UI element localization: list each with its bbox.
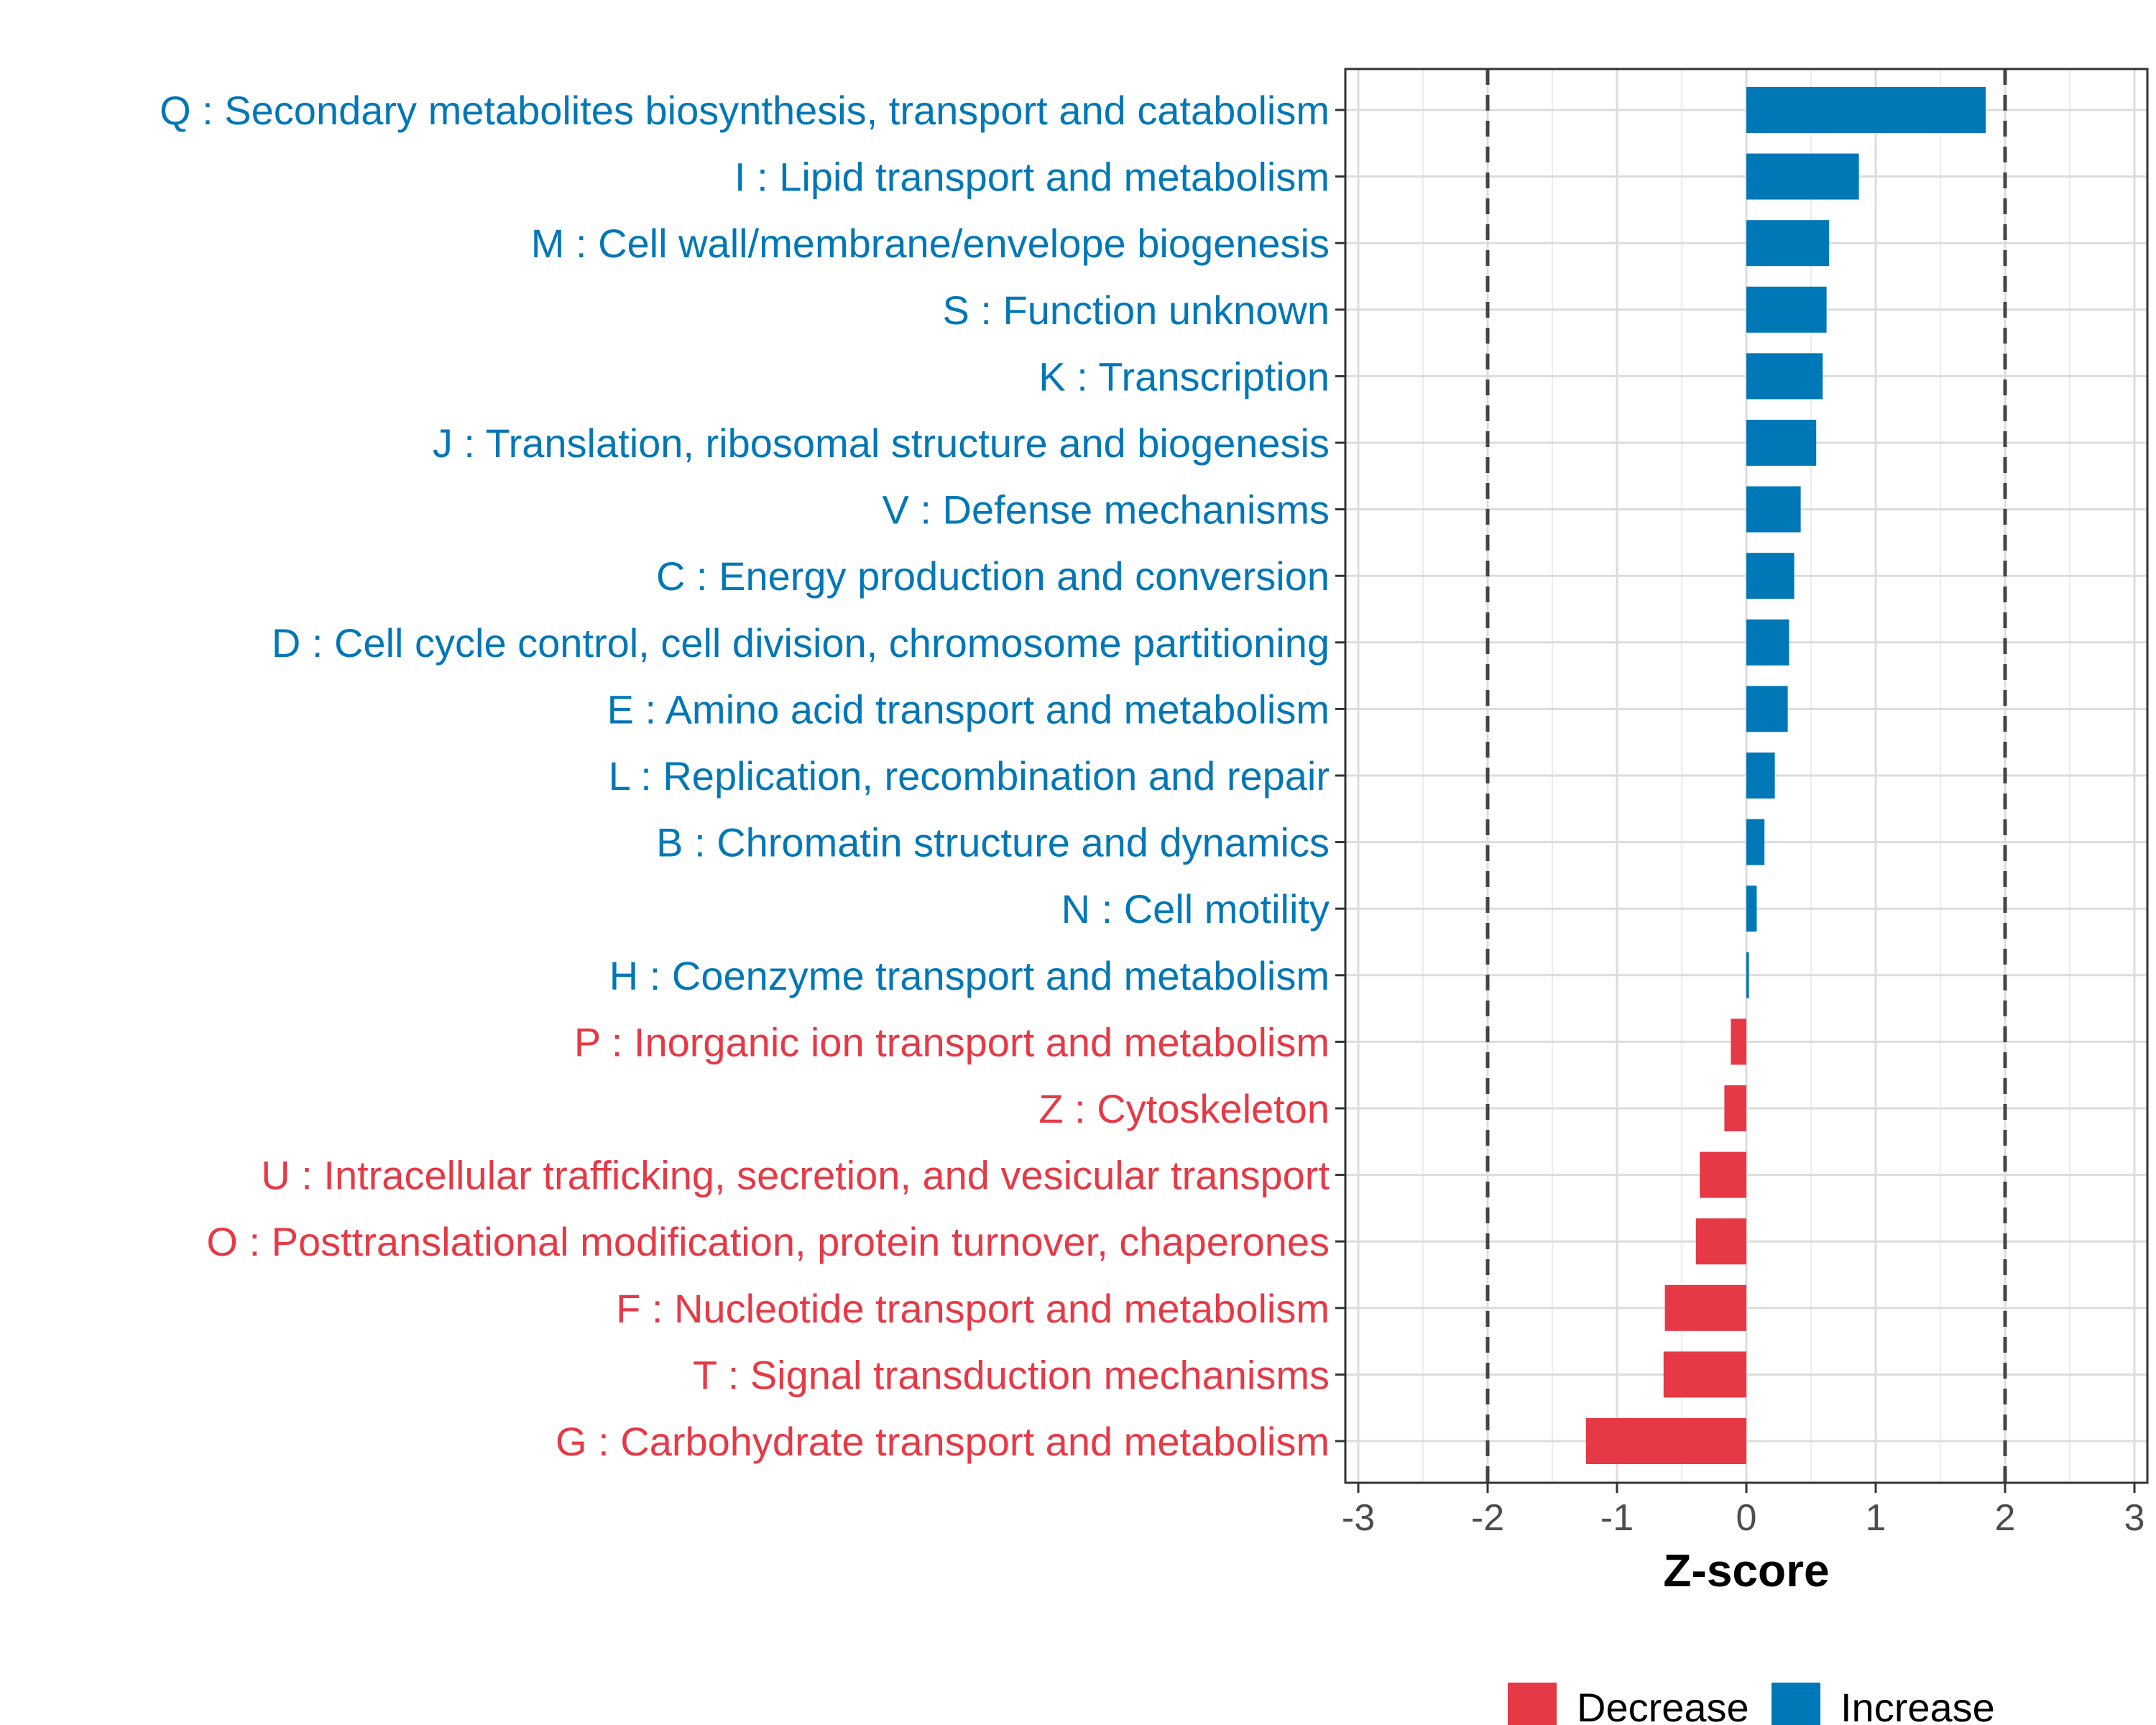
bar (1746, 819, 1765, 865)
category-label: V : Defense mechanisms (883, 487, 1330, 533)
bar (1746, 420, 1817, 466)
category-label: G : Carbohydrate transport and metabolis… (556, 1419, 1330, 1464)
legend: Decrease Increase (1508, 1683, 1995, 1725)
x-tick-label: 1 (1866, 1497, 1886, 1539)
category-label: U : Intracellular trafficking, secretion… (261, 1153, 1330, 1198)
bar (1746, 753, 1775, 799)
category-label: H : Coenzyme transport and metabolism (609, 953, 1330, 998)
bar (1746, 486, 1801, 533)
x-tick-label: 0 (1736, 1497, 1757, 1539)
legend-key (1772, 1683, 1820, 1725)
x-tick-label: -2 (1471, 1497, 1504, 1539)
category-label: K : Transcription (1038, 354, 1330, 399)
bar (1746, 686, 1788, 732)
x-axis-ticks: -3 -2 -1 0 1 2 3 (1342, 1483, 2145, 1539)
category-label: I : Lipid transport and metabolism (734, 155, 1330, 200)
legend-label: Increase (1841, 1685, 1995, 1725)
bar (1746, 553, 1795, 599)
bar (1585, 1418, 1746, 1464)
bar (1746, 153, 1859, 200)
bar (1663, 1351, 1746, 1398)
category-label: O : Posttranslational modification, prot… (206, 1219, 1330, 1264)
category-label: S : Function unknown (942, 288, 1330, 333)
x-tick-label: 2 (1995, 1497, 2016, 1539)
legend-key (1508, 1683, 1557, 1725)
bar (1746, 886, 1757, 932)
x-tick-label: -3 (1342, 1497, 1375, 1539)
category-label: P : Inorganic ion transport and metaboli… (574, 1019, 1330, 1064)
x-tick-label: -1 (1600, 1497, 1634, 1539)
bar (1746, 220, 1830, 267)
category-label: T : Signal transduction mechanisms (693, 1352, 1330, 1397)
category-label: L : Replication, recombination and repai… (609, 753, 1330, 799)
category-label: B : Chromatin structure and dynamics (656, 820, 1330, 865)
x-axis-title: Z-score (1663, 1545, 1829, 1596)
category-label: C : Energy production and conversion (656, 553, 1330, 599)
category-label: M : Cell wall/membrane/envelope biogenes… (531, 221, 1330, 266)
category-label: J : Translation, ribosomal structure and… (433, 420, 1330, 466)
reference-lines (1485, 69, 2007, 1483)
bar (1724, 1085, 1746, 1131)
bar (1731, 1018, 1746, 1065)
bar (1746, 286, 1827, 333)
category-label: Q : Secondary metabolites biosynthesis, … (160, 88, 1330, 133)
legend-label: Decrease (1577, 1685, 1749, 1725)
category-label: N : Cell motility (1061, 886, 1330, 932)
category-label: D : Cell cycle control, cell division, c… (272, 620, 1330, 666)
bar (1746, 619, 1789, 666)
category-labels: Q : Secondary metabolites biosynthesis, … (160, 88, 1330, 1464)
bar (1746, 353, 1823, 400)
category-label: F : Nucleotide transport and metabolism (616, 1286, 1330, 1331)
bar (1746, 87, 1986, 133)
category-label: E : Amino acid transport and metabolism (607, 686, 1330, 732)
bar (1746, 952, 1749, 998)
bar (1695, 1218, 1746, 1265)
bar (1664, 1284, 1746, 1331)
x-tick-label: 3 (2124, 1497, 2145, 1539)
y-axis-ticks (1335, 109, 1345, 1443)
category-label: Z : Cytoskeleton (1038, 1086, 1330, 1131)
bar (1700, 1151, 1746, 1198)
bars (1585, 87, 1986, 1464)
